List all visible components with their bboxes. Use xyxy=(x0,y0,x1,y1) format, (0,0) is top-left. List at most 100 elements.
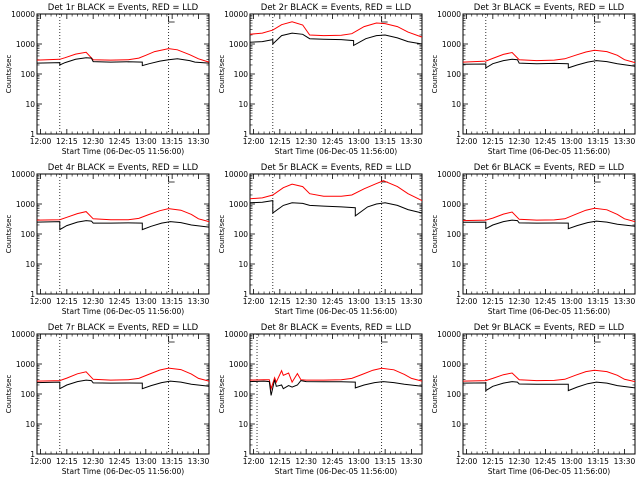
y-tick-label: 1 xyxy=(243,450,248,459)
series-line-events xyxy=(462,58,636,69)
y-tick-label: 1000 xyxy=(229,360,248,369)
chart-panel: Det 1r BLACK = Events, RED = LLD 1 10 100 10… xyxy=(5,3,210,156)
x-tick-label: 12:45 xyxy=(322,297,344,306)
plot-frame xyxy=(249,333,423,455)
y-tick-label: 1000 xyxy=(16,360,35,369)
y-tick-label: 100 xyxy=(234,70,249,79)
x-tick-label: 12:15 xyxy=(482,297,504,306)
x-tick-label: 12:45 xyxy=(109,457,131,466)
x-tick-label: 13:30 xyxy=(401,297,423,306)
y-tick-label: 10 xyxy=(238,260,248,269)
x-tick-label: 12:45 xyxy=(322,137,344,146)
chart-title: Det 7r BLACK = Events, RED = LLD xyxy=(48,323,199,333)
marker-bracket xyxy=(594,336,601,343)
y-tick-label: 100 xyxy=(234,390,249,399)
x-axis-label: Start Time (06-Dec-05 11:56:00) xyxy=(62,467,184,476)
x-tick-label: 12:45 xyxy=(535,457,557,466)
x-tick-label: 12:15 xyxy=(269,137,291,146)
y-tick-label: 100 xyxy=(21,230,36,239)
series-line-events xyxy=(36,57,210,67)
y-tick-label: 1000 xyxy=(16,40,35,49)
series-line-lld xyxy=(462,369,636,383)
x-tick-label: 12:15 xyxy=(56,137,78,146)
x-tick-label: 12:00 xyxy=(30,297,52,306)
x-tick-label: 13:15 xyxy=(374,137,396,146)
series-line-lld xyxy=(36,208,210,223)
plot-frame xyxy=(462,333,636,455)
y-tick-label: 10 xyxy=(25,420,35,429)
x-tick-label: 12:45 xyxy=(322,457,344,466)
series-line-lld xyxy=(249,21,423,38)
marker-bracket xyxy=(381,336,388,343)
x-axis-label: Start Time (06-Dec-05 11:56:00) xyxy=(275,307,397,316)
series-line-lld xyxy=(249,180,423,202)
x-tick-label: 13:00 xyxy=(561,297,583,306)
x-tick-label: 12:00 xyxy=(456,297,478,306)
x-tick-label: 13:30 xyxy=(188,457,210,466)
x-tick-label: 12:15 xyxy=(269,457,291,466)
x-tick-label: 12:30 xyxy=(508,137,530,146)
marker-bracket xyxy=(594,16,601,23)
x-tick-label: 13:15 xyxy=(161,297,183,306)
chart-title: Det 2r BLACK = Events, RED = LLD xyxy=(261,3,412,13)
y-tick-label: 1 xyxy=(30,290,35,299)
x-tick-label: 12:45 xyxy=(109,297,131,306)
y-tick-label: 1 xyxy=(456,130,461,139)
x-tick-label: 12:30 xyxy=(295,297,317,306)
y-tick-label: 10 xyxy=(238,420,248,429)
series-line-lld xyxy=(36,367,210,382)
y-tick-label: 10000 xyxy=(11,330,35,339)
x-tick-label: 13:15 xyxy=(374,457,396,466)
x-tick-label: 12:00 xyxy=(456,457,478,466)
chart-panel: Det 2r BLACK = Events, RED = LLD 1 10 100 10… xyxy=(218,3,423,156)
series-line-lld xyxy=(249,367,423,391)
series-line-events xyxy=(36,379,210,390)
x-tick-label: 12:30 xyxy=(82,297,104,306)
x-tick-label: 12:30 xyxy=(295,137,317,146)
y-tick-label: 10000 xyxy=(224,170,248,179)
y-axis-label: Counts/sec xyxy=(431,215,439,254)
plot-frame xyxy=(36,333,210,455)
chart-panel: Det 6r BLACK = Events, RED = LLD 1 10 100 10… xyxy=(431,163,636,316)
y-tick-label: 1000 xyxy=(229,200,248,209)
y-tick-label: 1000 xyxy=(229,40,248,49)
y-tick-label: 1000 xyxy=(16,200,35,209)
y-tick-label: 10000 xyxy=(224,330,248,339)
y-tick-label: 100 xyxy=(234,230,249,239)
x-tick-label: 12:15 xyxy=(269,297,291,306)
y-axis-label: Counts/sec xyxy=(5,55,13,94)
x-tick-label: 13:30 xyxy=(401,457,423,466)
y-tick-label: 10000 xyxy=(437,330,461,339)
x-tick-label: 12:45 xyxy=(535,297,557,306)
x-tick-label: 12:15 xyxy=(482,137,504,146)
y-tick-label: 10 xyxy=(25,260,35,269)
x-tick-label: 13:00 xyxy=(348,297,370,306)
y-tick-label: 10 xyxy=(451,260,461,269)
x-tick-label: 12:15 xyxy=(482,457,504,466)
x-axis-label: Start Time (06-Dec-05 11:56:00) xyxy=(488,467,610,476)
x-tick-label: 13:00 xyxy=(135,457,157,466)
x-tick-label: 12:30 xyxy=(82,457,104,466)
x-tick-label: 13:00 xyxy=(348,457,370,466)
x-tick-label: 12:00 xyxy=(456,137,478,146)
x-tick-label: 12:00 xyxy=(30,457,52,466)
chart-panel: Det 8r BLACK = Events, RED = LLD 1 10 100 10… xyxy=(218,323,423,476)
series-line-lld xyxy=(462,207,636,223)
x-tick-label: 13:00 xyxy=(561,137,583,146)
series-line-events xyxy=(249,379,423,396)
chart-title: Det 9r BLACK = Events, RED = LLD xyxy=(474,323,625,333)
x-tick-label: 13:15 xyxy=(587,297,609,306)
x-tick-label: 13:30 xyxy=(614,297,636,306)
y-axis-label: Counts/sec xyxy=(218,55,226,94)
series-line-lld xyxy=(462,49,636,64)
y-tick-label: 100 xyxy=(447,390,462,399)
x-tick-label: 13:15 xyxy=(374,297,396,306)
series-line-events xyxy=(462,381,636,392)
y-tick-label: 1000 xyxy=(442,200,461,209)
y-tick-label: 1 xyxy=(30,450,35,459)
series-line-events xyxy=(249,200,423,217)
x-axis-label: Start Time (06-Dec-05 11:56:00) xyxy=(62,147,184,156)
y-tick-label: 10000 xyxy=(224,10,248,19)
marker-bracket xyxy=(168,176,175,183)
x-tick-label: 13:30 xyxy=(614,137,636,146)
